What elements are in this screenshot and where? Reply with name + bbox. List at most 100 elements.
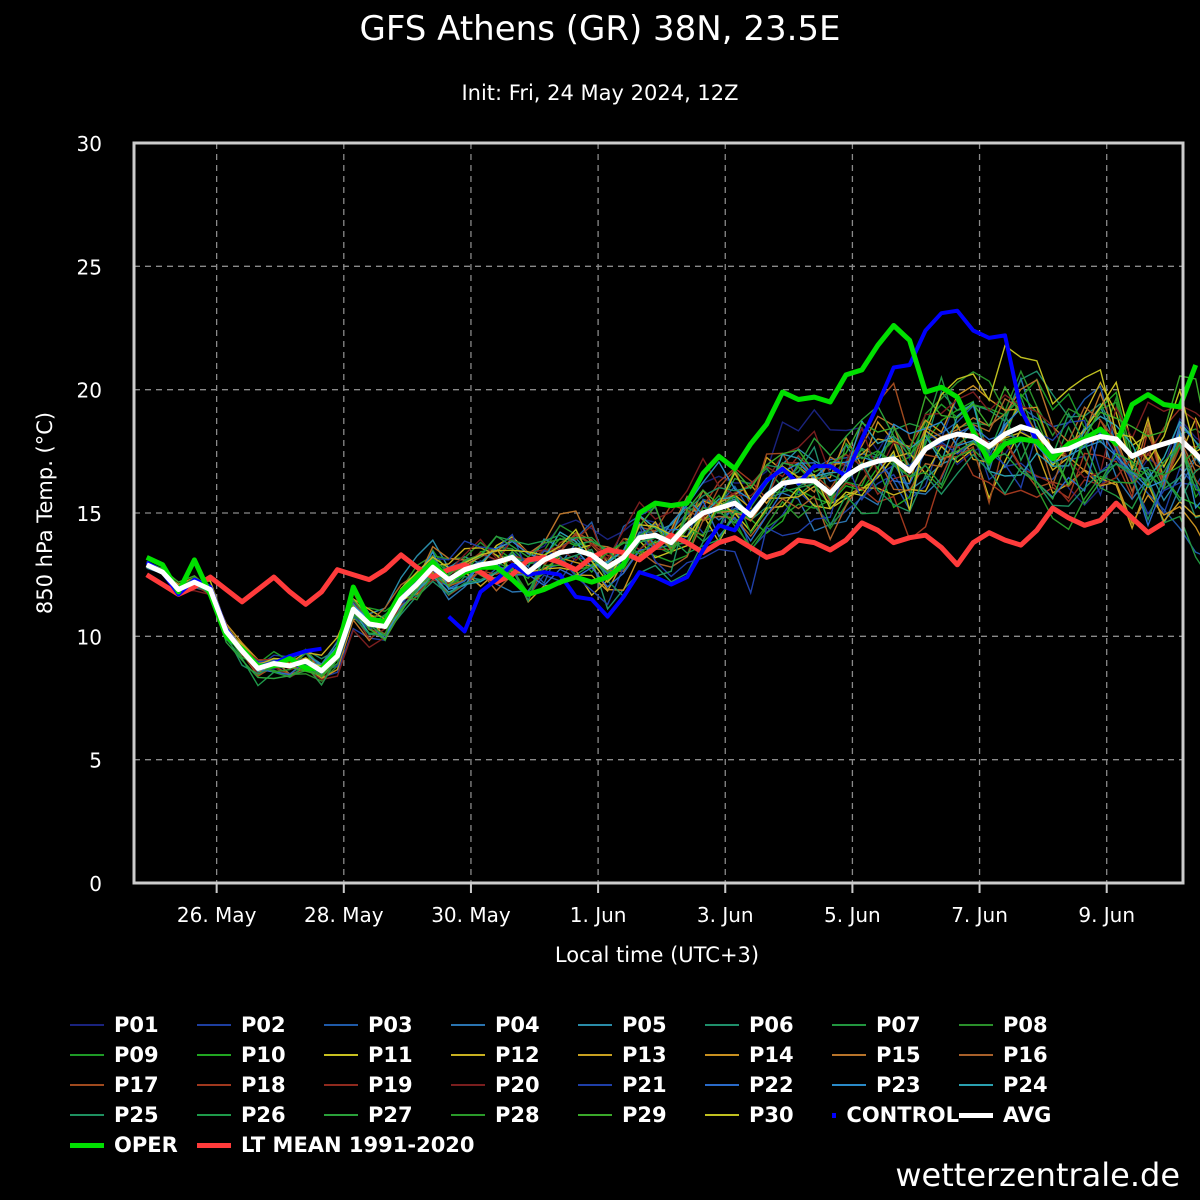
legend-swatch (451, 1054, 485, 1056)
legend-swatch (578, 1054, 612, 1056)
legend-item: P07 (832, 1013, 959, 1037)
y-tick-label: 0 (89, 872, 102, 896)
plot-frame (132, 141, 1185, 885)
legend-label: P14 (749, 1043, 794, 1067)
legend-item: P14 (705, 1043, 832, 1067)
legend-swatch (324, 1114, 358, 1116)
legend-swatch (578, 1114, 612, 1116)
legend-item: P27 (324, 1103, 451, 1127)
legend-label: P06 (749, 1013, 794, 1037)
legend-item: P20 (451, 1073, 578, 1097)
legend-swatch (197, 1114, 231, 1116)
legend-label: P25 (114, 1103, 159, 1127)
legend-row: P25 P26 P27 P28 P29 P30 CONTROL AVG (70, 1100, 1170, 1130)
legend-item: P02 (197, 1013, 324, 1037)
legend-label: P26 (241, 1103, 286, 1127)
legend-item: P22 (705, 1073, 832, 1097)
legend-label: P23 (876, 1073, 921, 1097)
ensemble-members (146, 344, 1200, 687)
grid (134, 143, 1183, 883)
legend-label: P18 (241, 1073, 286, 1097)
legend-label: P05 (622, 1013, 667, 1037)
legend-swatch (578, 1024, 612, 1026)
legend-label: P08 (1003, 1013, 1048, 1037)
legend-swatch (197, 1142, 231, 1148)
legend-label: OPER (114, 1133, 178, 1157)
legend-swatch (705, 1054, 739, 1056)
legend-item: P21 (578, 1073, 705, 1097)
legend-swatch (578, 1084, 612, 1086)
legend-swatch (70, 1054, 104, 1056)
legend-label: P11 (368, 1043, 413, 1067)
legend-label: P19 (368, 1073, 413, 1097)
y-tick-label: 15 (77, 502, 102, 526)
legend-label: AVG (1003, 1103, 1052, 1127)
legend-label: P01 (114, 1013, 159, 1037)
legend-item: P19 (324, 1073, 451, 1097)
legend-item: P15 (832, 1043, 959, 1067)
x-tick-label: 9. Jun (1078, 903, 1135, 927)
legend-item: OPER (70, 1133, 197, 1157)
x-tick-label: 26. May (177, 903, 257, 927)
legend-swatch (705, 1084, 739, 1086)
ensemble-chart: GFS Athens (GR) 38N, 23.5E Init: Fri, 24… (33, 9, 1200, 967)
legend-label: P24 (1003, 1073, 1048, 1097)
legend-swatch (451, 1084, 485, 1086)
legend-row: OPER LT MEAN 1991-2020 (70, 1130, 1170, 1160)
legend-swatch (70, 1142, 104, 1148)
legend-swatch (197, 1084, 231, 1086)
legend-item: P01 (70, 1013, 197, 1037)
x-tick-label: 3. Jun (697, 903, 754, 927)
legend-item: LT MEAN 1991-2020 (197, 1133, 517, 1157)
legend-item: P30 (705, 1103, 832, 1127)
legend-item: P04 (451, 1013, 578, 1037)
legend-label: P02 (241, 1013, 286, 1037)
legend-item: P24 (959, 1073, 1086, 1097)
legend-item: P12 (451, 1043, 578, 1067)
legend-item: P17 (70, 1073, 197, 1097)
legend-label: P04 (495, 1013, 540, 1037)
main-series (147, 311, 1200, 674)
legend-item: P25 (70, 1103, 197, 1127)
x-tick-label: 30. May (431, 903, 511, 927)
y-tick-label: 10 (77, 625, 102, 649)
legend-swatch (451, 1024, 485, 1026)
legend-item: P18 (197, 1073, 324, 1097)
legend-item: P16 (959, 1043, 1086, 1067)
legend-label: P03 (368, 1013, 413, 1037)
legend-swatch (324, 1024, 358, 1026)
legend-label: P17 (114, 1073, 159, 1097)
x-axis-ticks: 26. May 28. May 30. May 1. Jun 3. Jun 5. Jun 7… (177, 883, 1135, 927)
legend-item: P23 (832, 1073, 959, 1097)
legend-swatch (959, 1054, 993, 1056)
ensemble-line-p14 (146, 384, 1200, 680)
x-tick-label: 28. May (304, 903, 384, 927)
legend-swatch (832, 1024, 866, 1026)
legend-swatch (324, 1054, 358, 1056)
legend-item: P06 (705, 1013, 832, 1037)
legend-row: P09 P10 P11 P12 P13 P14 P15 P16 (70, 1040, 1170, 1070)
y-tick-label: 25 (77, 255, 102, 279)
legend-swatch (451, 1114, 485, 1116)
x-tick-label: 7. Jun (951, 903, 1008, 927)
legend-label: P21 (622, 1073, 667, 1097)
legend-item: P28 (451, 1103, 578, 1127)
legend-item: P03 (324, 1013, 451, 1037)
legend-swatch (70, 1114, 104, 1116)
legend: P01 P02 P03 P04 P05 P06 P07 P08 P09 P10 P11 P12 P13 P… (70, 1010, 1170, 1160)
legend-label: P28 (495, 1103, 540, 1127)
legend-item: P05 (578, 1013, 705, 1037)
legend-row: P17 P18 P19 P20 P21 P22 P23 P24 (70, 1070, 1170, 1100)
legend-swatch (832, 1054, 866, 1056)
legend-swatch (959, 1084, 993, 1086)
legend-label: P30 (749, 1103, 794, 1127)
chart-title: GFS Athens (GR) 38N, 23.5E (359, 9, 840, 49)
y-axis-label: 850 hPa Temp. (°C) (33, 412, 57, 614)
legend-swatch (70, 1024, 104, 1026)
x-tick-label: 5. Jun (824, 903, 881, 927)
legend-label: LT MEAN 1991-2020 (241, 1133, 475, 1157)
legend-item: P09 (70, 1043, 197, 1067)
legend-swatch (705, 1024, 739, 1026)
legend-label: P12 (495, 1043, 540, 1067)
legend-label: P29 (622, 1103, 667, 1127)
